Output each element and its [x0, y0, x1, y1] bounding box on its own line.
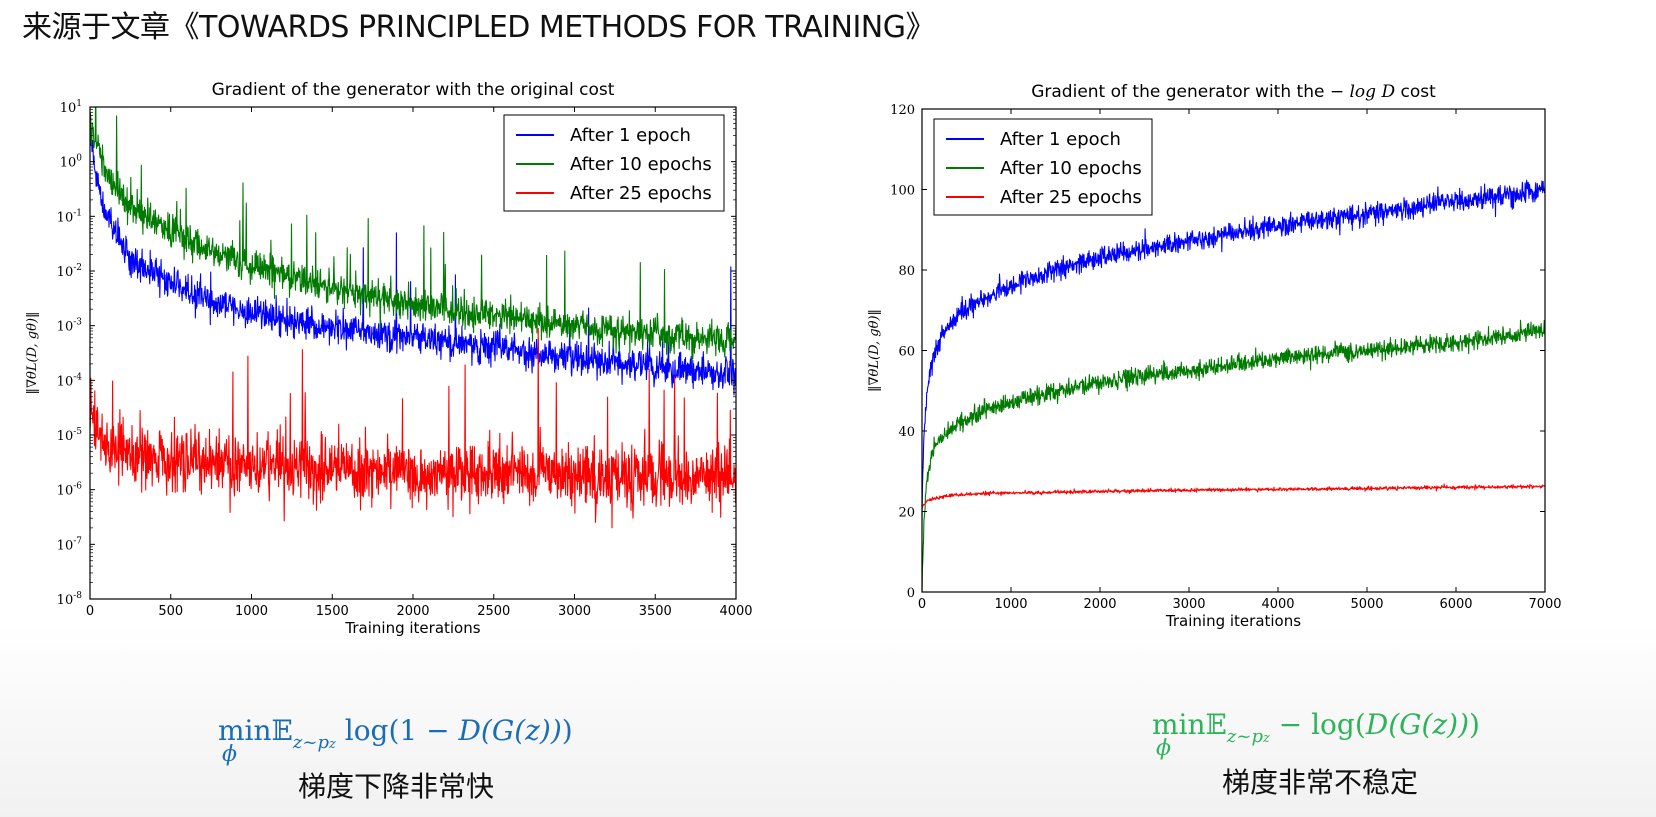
legend-label: After 1 epoch — [1000, 129, 1121, 150]
x-tick-label: 3500 — [639, 604, 672, 619]
x-tick-label: 3000 — [558, 604, 591, 619]
y-tick-label: 80 — [898, 264, 915, 279]
x-tick-label: 500 — [158, 604, 183, 619]
left-caption: 梯度下降非常快 — [298, 770, 495, 803]
y-tick-label: 100 — [60, 154, 83, 171]
x-tick-label: 6000 — [1439, 597, 1472, 612]
right-chart-panel: 0 1000 2000 3000 4000 5000 6000 7000 0 20 40 60 80 10… — [867, 75, 1656, 687]
legend-label: After 25 epochs — [570, 183, 712, 204]
y-tick-label: 10-5 — [57, 427, 83, 444]
legend-label: After 10 epochs — [570, 154, 712, 175]
expectation-subscript: z~pz — [1226, 726, 1270, 747]
min-subscript: ϕ — [1156, 736, 1171, 761]
left-formula: min ϕ 𝔼z~pz log(1 − D(G(z))) — [218, 714, 573, 767]
x-tick-label: 0 — [86, 604, 94, 619]
x-tick-label: 2500 — [477, 604, 510, 619]
x-axis-label: Training iterations — [1165, 612, 1301, 630]
legend-label: After 1 epoch — [570, 125, 691, 146]
series-line — [922, 319, 1545, 592]
x-tick-label: 5000 — [1350, 597, 1383, 612]
formula-body-function: D(G(z)) — [458, 714, 562, 747]
plot-series-group — [90, 107, 736, 529]
chart-title: Gradient of the generator with the origi… — [212, 80, 615, 100]
y-tick-label: 0 — [907, 586, 915, 601]
slide-title: 来源于文章《TOWARDS PRINCIPLED METHODS FOR TRA… — [22, 10, 936, 45]
formula-body-suffix: ) — [1469, 708, 1480, 741]
x-axis-label: Training iterations — [344, 619, 480, 637]
x-tick-label: 4000 — [1261, 597, 1294, 612]
y-tick-label: 10-1 — [57, 208, 82, 225]
expectation-subscript: z~pz — [292, 732, 336, 753]
x-tick-label: 3000 — [1172, 597, 1205, 612]
chart-legend: After 1 epoch After 10 epochs After 25 epo… — [933, 118, 1153, 216]
expectation-symbol: 𝔼 — [271, 714, 293, 747]
x-tick-label: 0 — [918, 597, 926, 612]
y-tick-label: 10-2 — [57, 263, 82, 280]
left-chart-panel: 0 500 1000 1500 2000 2500 3000 3500 4000 10-8 10-7… — [14, 75, 804, 687]
y-tick-label: 60 — [898, 345, 915, 360]
series-line — [90, 107, 736, 361]
legend-label: After 25 epochs — [1000, 187, 1142, 208]
chart-legend: After 1 epoch After 10 epochs After 25 epo… — [503, 114, 725, 212]
min-operator: min — [218, 714, 272, 747]
y-tick-label: 10-4 — [57, 372, 83, 389]
x-tick-label: 2000 — [1083, 597, 1116, 612]
x-tick-label: 2000 — [396, 604, 429, 619]
series-line — [90, 327, 736, 529]
legend-label: After 10 epochs — [1000, 158, 1142, 179]
series-line — [90, 130, 736, 396]
y-tick-label: 120 — [890, 103, 915, 118]
series-line — [922, 179, 1545, 520]
min-operator: min — [1152, 708, 1206, 741]
x-tick-label: 1500 — [316, 604, 349, 619]
x-tick-label: 4000 — [719, 604, 752, 619]
x-tick-label: 1000 — [994, 597, 1027, 612]
y-tick-label: 10-6 — [57, 482, 83, 499]
y-tick-label: 10-8 — [57, 591, 83, 608]
right-chart: 0 1000 2000 3000 4000 5000 6000 7000 0 20 40 60 80 10… — [867, 82, 1562, 630]
chart-title: Gradient of the generator with the − log… — [1031, 82, 1436, 102]
y-tick-label: 101 — [60, 99, 82, 116]
left-chart: 0 500 1000 1500 2000 2500 3000 3500 4000 10-8 10-7… — [25, 80, 753, 637]
formula-body-prefix: − log( — [1269, 708, 1366, 741]
y-axis-label: ‖∇θL(D, gθ)‖ — [25, 311, 40, 394]
x-tick-label: 1000 — [235, 604, 268, 619]
y-tick-label: 20 — [898, 506, 915, 521]
y-tick-label: 100 — [890, 184, 915, 199]
formula-body-prefix: log(1 − — [335, 714, 459, 747]
plot-series-group — [922, 179, 1545, 592]
y-tick-label: 10-7 — [57, 536, 83, 553]
formula-body-suffix: ) — [561, 714, 573, 747]
min-subscript: ϕ — [222, 742, 237, 767]
y-tick-label: 40 — [898, 425, 915, 440]
y-axis-label: ‖∇θL(D, gθ)‖ — [867, 309, 882, 392]
x-tick-label: 7000 — [1528, 597, 1561, 612]
series-line — [922, 483, 1545, 508]
right-formula: min ϕ 𝔼z~pz − log(D(G(z))) — [1152, 708, 1480, 761]
expectation-symbol: 𝔼 — [1205, 708, 1227, 741]
y-tick-label: 10-3 — [57, 318, 83, 335]
right-caption: 梯度非常不稳定 — [1222, 766, 1419, 799]
formula-body-function: D(G(z)) — [1365, 708, 1470, 741]
